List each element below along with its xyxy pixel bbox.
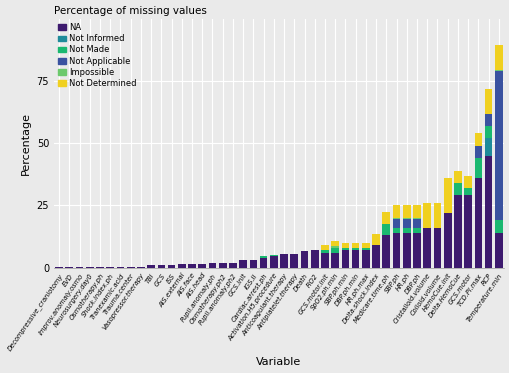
Bar (341, 243, 349, 248)
Bar (361, 248, 369, 250)
Bar (402, 218, 410, 219)
Bar (259, 258, 267, 267)
Bar (341, 250, 349, 267)
Bar (412, 228, 420, 233)
Bar (300, 251, 308, 267)
Text: Percentage of missing values: Percentage of missing values (54, 6, 207, 16)
Bar (392, 228, 400, 233)
Bar (249, 260, 257, 267)
Bar (382, 235, 389, 267)
Bar (484, 89, 492, 113)
Bar (208, 263, 216, 267)
Bar (341, 248, 349, 250)
Bar (321, 245, 328, 250)
Bar (310, 250, 318, 267)
Bar (392, 206, 400, 218)
Bar (372, 234, 379, 245)
Bar (484, 138, 492, 156)
Bar (453, 195, 461, 267)
Bar (351, 243, 359, 248)
Bar (453, 183, 461, 195)
Bar (443, 213, 450, 267)
Bar (331, 241, 338, 247)
Bar (157, 265, 165, 267)
Bar (484, 156, 492, 267)
Bar (463, 195, 471, 267)
Bar (412, 233, 420, 267)
Bar (188, 264, 195, 267)
Bar (382, 224, 389, 235)
Bar (269, 256, 277, 267)
X-axis label: Variable: Variable (256, 357, 301, 367)
Bar (392, 218, 400, 219)
Bar (382, 211, 389, 224)
Bar (473, 158, 481, 178)
Bar (269, 255, 277, 256)
Bar (433, 228, 440, 267)
Bar (473, 134, 481, 146)
Bar (331, 247, 338, 248)
Bar (178, 264, 185, 267)
Bar (412, 206, 420, 218)
Bar (494, 45, 502, 70)
Bar (422, 203, 430, 228)
Bar (392, 219, 400, 228)
Bar (443, 178, 450, 213)
Bar (463, 176, 471, 188)
Bar (402, 228, 410, 233)
Bar (402, 206, 410, 218)
Bar (372, 245, 379, 267)
Bar (361, 250, 369, 267)
Bar (402, 233, 410, 267)
Bar (279, 254, 288, 267)
Bar (331, 253, 338, 267)
Bar (218, 263, 226, 267)
Bar (494, 220, 502, 233)
Bar (229, 263, 236, 267)
Bar (351, 250, 359, 267)
Bar (484, 126, 492, 138)
Bar (147, 265, 155, 267)
Bar (463, 188, 471, 195)
Bar (351, 248, 359, 250)
Bar (433, 203, 440, 228)
Bar (473, 146, 481, 158)
Bar (453, 170, 461, 183)
Y-axis label: Percentage: Percentage (21, 112, 31, 175)
Bar (412, 218, 420, 219)
Bar (494, 233, 502, 267)
Bar (484, 113, 492, 126)
Bar (494, 70, 502, 71)
Bar (259, 256, 267, 258)
Bar (392, 233, 400, 267)
Bar (167, 265, 175, 267)
Bar (361, 243, 369, 248)
Bar (290, 254, 298, 267)
Bar (412, 219, 420, 228)
Bar (331, 248, 338, 253)
Legend: NA, Not Informed, Not Made, Not Applicable, Impossible, Not Determined: NA, Not Informed, Not Made, Not Applicab… (56, 22, 138, 90)
Bar (239, 260, 246, 267)
Bar (494, 71, 502, 220)
Bar (422, 228, 430, 267)
Bar (321, 253, 328, 267)
Bar (321, 250, 328, 253)
Bar (198, 264, 206, 267)
Bar (473, 178, 481, 267)
Bar (402, 219, 410, 228)
